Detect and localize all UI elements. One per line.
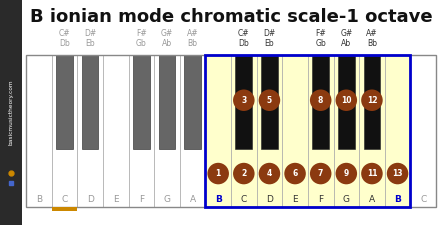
Bar	[334, 55, 359, 207]
Bar	[257, 55, 282, 207]
Text: Ab: Ab	[341, 40, 352, 49]
Text: 6: 6	[293, 169, 298, 178]
Text: 8: 8	[318, 96, 323, 105]
Circle shape	[336, 163, 357, 184]
Text: Eb: Eb	[85, 40, 95, 49]
Text: 13: 13	[392, 169, 403, 178]
Text: F: F	[318, 196, 323, 205]
Bar	[154, 55, 180, 207]
Text: 9: 9	[344, 169, 349, 178]
Text: 10: 10	[341, 96, 352, 105]
Bar	[385, 55, 411, 207]
Text: G: G	[343, 196, 350, 205]
Bar	[312, 55, 329, 149]
Circle shape	[233, 163, 255, 184]
Circle shape	[259, 90, 280, 111]
Text: Bb: Bb	[187, 40, 198, 49]
Text: F#: F#	[136, 29, 147, 38]
Text: B: B	[215, 196, 222, 205]
Bar	[158, 55, 175, 149]
Text: E: E	[292, 196, 298, 205]
Text: 3: 3	[241, 96, 246, 105]
Text: B: B	[36, 196, 42, 205]
Text: G#: G#	[340, 29, 352, 38]
Bar	[231, 55, 257, 207]
Text: 5: 5	[267, 96, 272, 105]
Circle shape	[284, 163, 306, 184]
Bar	[82, 55, 99, 149]
Text: C: C	[241, 196, 247, 205]
Text: C#: C#	[238, 29, 249, 38]
Text: D: D	[266, 196, 273, 205]
Bar	[77, 55, 103, 207]
Bar	[261, 55, 278, 149]
Circle shape	[259, 163, 280, 184]
Bar	[411, 55, 436, 207]
Bar	[359, 55, 385, 207]
Text: F#: F#	[315, 29, 326, 38]
Text: E: E	[113, 196, 118, 205]
Text: Eb: Eb	[264, 40, 274, 49]
Bar	[103, 55, 128, 207]
Text: C#: C#	[59, 29, 70, 38]
Text: F: F	[139, 196, 144, 205]
Text: Db: Db	[59, 40, 70, 49]
Circle shape	[361, 90, 383, 111]
Bar	[26, 55, 436, 207]
Circle shape	[387, 163, 408, 184]
Circle shape	[233, 90, 255, 111]
Text: G: G	[163, 196, 170, 205]
Text: A: A	[190, 196, 196, 205]
Circle shape	[336, 90, 357, 111]
Text: 11: 11	[367, 169, 377, 178]
Bar	[51, 207, 77, 211]
Text: D#: D#	[84, 29, 96, 38]
Text: Gb: Gb	[136, 40, 147, 49]
Circle shape	[310, 163, 331, 184]
Text: D: D	[87, 196, 94, 205]
Text: Gb: Gb	[315, 40, 326, 49]
Bar	[205, 55, 411, 207]
Text: D#: D#	[263, 29, 275, 38]
Bar	[180, 55, 205, 207]
Text: 2: 2	[241, 169, 246, 178]
Text: A#: A#	[366, 29, 378, 38]
Text: 4: 4	[267, 169, 272, 178]
Bar	[184, 55, 201, 149]
Text: A: A	[369, 196, 375, 205]
Text: Db: Db	[238, 40, 249, 49]
Text: 7: 7	[318, 169, 323, 178]
Text: C: C	[61, 196, 68, 205]
Text: C: C	[420, 196, 426, 205]
Text: B ionian mode chromatic scale-1 octave: B ionian mode chromatic scale-1 octave	[29, 8, 433, 26]
Text: basicmusictheory.com: basicmusictheory.com	[8, 80, 14, 145]
Bar	[0, 0, 22, 225]
Bar	[51, 55, 77, 207]
Text: 12: 12	[367, 96, 377, 105]
Bar	[56, 55, 73, 149]
Bar	[282, 55, 308, 207]
Text: 1: 1	[216, 169, 221, 178]
Text: Ab: Ab	[162, 40, 172, 49]
Circle shape	[207, 163, 229, 184]
Text: A#: A#	[187, 29, 198, 38]
Bar	[308, 55, 334, 207]
Bar	[363, 55, 380, 149]
Circle shape	[310, 90, 331, 111]
Bar	[338, 55, 355, 149]
Bar	[133, 55, 150, 149]
Bar	[128, 55, 154, 207]
Bar	[235, 55, 252, 149]
Circle shape	[361, 163, 383, 184]
Text: Bb: Bb	[367, 40, 377, 49]
Text: B: B	[394, 196, 401, 205]
Bar	[26, 55, 51, 207]
Bar	[205, 55, 231, 207]
Text: G#: G#	[161, 29, 173, 38]
